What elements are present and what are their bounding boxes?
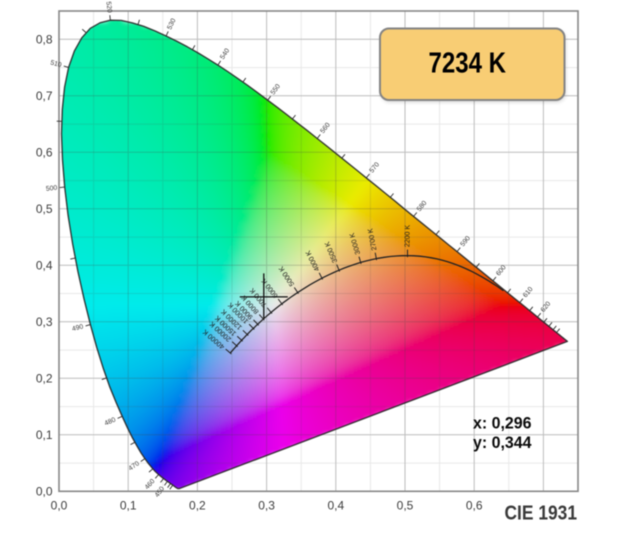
- svg-text:480: 480: [104, 416, 117, 427]
- svg-text:7234 K: 7234 K: [429, 48, 507, 80]
- svg-text:0,8: 0,8: [36, 33, 53, 47]
- svg-text:0,4: 0,4: [327, 499, 344, 513]
- svg-text:0,0: 0,0: [36, 485, 53, 499]
- svg-text:490: 490: [71, 323, 84, 333]
- svg-text:y: 0,344: y: 0,344: [473, 434, 532, 452]
- svg-text:0,7: 0,7: [36, 89, 53, 103]
- svg-text:0,6: 0,6: [466, 499, 483, 513]
- svg-text:520: 520: [104, 1, 112, 13]
- svg-text:0,3: 0,3: [258, 499, 275, 513]
- svg-text:0,3: 0,3: [36, 315, 53, 329]
- svg-text:500: 500: [46, 185, 58, 193]
- svg-text:0,2: 0,2: [189, 499, 206, 513]
- svg-text:0,6: 0,6: [36, 146, 53, 160]
- svg-text:x: 0,296: x: 0,296: [473, 415, 532, 433]
- svg-text:0,5: 0,5: [397, 499, 414, 513]
- svg-text:2200 K: 2200 K: [404, 225, 411, 248]
- svg-text:530: 530: [166, 17, 177, 30]
- svg-text:0,2: 0,2: [36, 372, 53, 386]
- svg-text:0,4: 0,4: [36, 259, 53, 273]
- svg-text:0,0: 0,0: [51, 499, 68, 513]
- svg-text:CIE 1931: CIE 1931: [505, 502, 578, 525]
- svg-text:2700 K: 2700 K: [367, 227, 378, 250]
- svg-text:0,5: 0,5: [36, 202, 53, 216]
- svg-text:0,1: 0,1: [36, 428, 53, 442]
- svg-text:0,1: 0,1: [120, 499, 137, 513]
- svg-text:510: 510: [49, 59, 62, 69]
